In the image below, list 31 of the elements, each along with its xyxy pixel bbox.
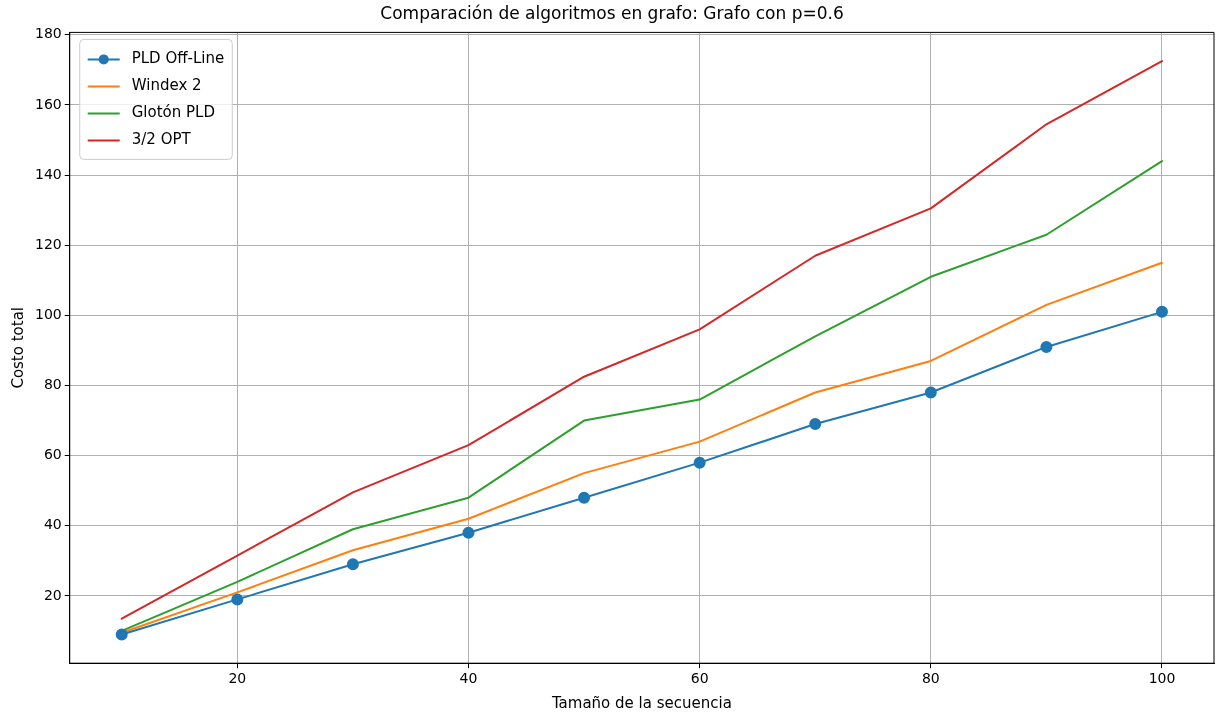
legend-label: Windex 2: [131, 76, 202, 95]
point: [693, 456, 706, 469]
legend-label: PLD Off-Line: [131, 49, 225, 68]
point: [809, 418, 822, 431]
x-tick-label: 20: [228, 670, 247, 687]
point: [1155, 305, 1168, 318]
legend-label: Glotón PLD: [131, 103, 215, 122]
y-tick-label: 80: [43, 376, 62, 393]
point: [346, 558, 359, 571]
y-tick-label: 60: [43, 446, 62, 463]
y-tick-label: 20: [43, 586, 62, 603]
point: [115, 628, 128, 641]
point: [231, 593, 244, 606]
y-tick-label: 180: [34, 25, 62, 42]
point: [462, 526, 475, 539]
legend-label: 3/2 OPT: [131, 130, 192, 149]
y-tick-label: 160: [34, 95, 62, 112]
point: [578, 491, 591, 504]
x-tick-label: 60: [690, 670, 709, 687]
x-axis-title: Tamaño de la secuencia: [550, 693, 732, 712]
y-tick-label: 100: [34, 306, 62, 323]
y-tick-label: 140: [34, 165, 62, 182]
point: [1040, 340, 1053, 353]
point: [924, 386, 937, 399]
y-axis-title: Costo total: [8, 307, 27, 389]
y-tick-label: 120: [34, 235, 62, 252]
x-tick-label: 100: [1148, 670, 1176, 687]
y-tick-label: 40: [43, 516, 62, 533]
x-tick-label: 80: [921, 670, 940, 687]
chart-title: Comparación de algoritmos en grafo: Grafo con p=0.6: [380, 2, 844, 23]
x-tick-label: 40: [459, 670, 478, 687]
